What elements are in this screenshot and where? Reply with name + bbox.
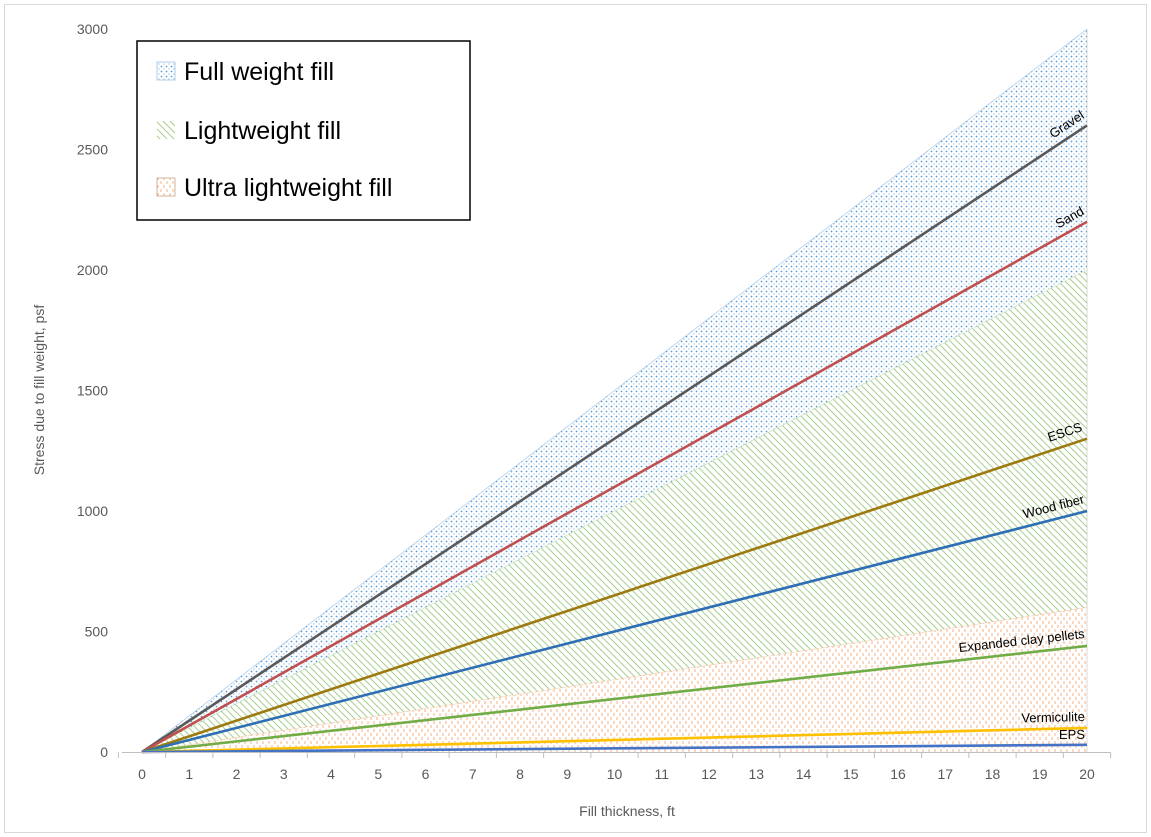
x-tick-label: 20	[1079, 766, 1095, 782]
chart-border	[4, 4, 1147, 833]
x-tick-label: 6	[422, 766, 430, 782]
x-tick-label: 3	[280, 766, 288, 782]
x-tick-label: 9	[563, 766, 571, 782]
x-tick-label: 0	[138, 766, 146, 782]
legend-label-full-weight: Full weight fill	[184, 58, 334, 86]
x-tick-label: 1	[185, 766, 193, 782]
series-line-gravel	[141, 124, 1088, 754]
series-line-expanded-clay-pellets	[141, 644, 1088, 754]
x-tick-label: 17	[937, 766, 953, 782]
x-tick-label: 10	[607, 766, 623, 782]
y-ticks: 0 500 1000 1500 2000 2500 3000	[77, 21, 108, 760]
y-axis-title: Stress due to fill weight, psf	[31, 305, 47, 476]
x-tick-label: 7	[469, 766, 477, 782]
series-line-vermiculite	[141, 726, 1088, 754]
x-tick-label: 15	[843, 766, 859, 782]
x-tick-label: 4	[327, 766, 335, 782]
x-tick-label: 5	[374, 766, 382, 782]
series-line-eps	[141, 743, 1088, 754]
x-tick-label: 19	[1032, 766, 1048, 782]
band-edge-lightweight-fill	[141, 269, 1088, 753]
band-edge-full-weight-fill	[141, 28, 1088, 753]
x-tick-label: 18	[985, 766, 1001, 782]
legend-label-ultra-lightweight: Ultra lightweight fill	[184, 174, 392, 202]
x-tick-label: 16	[890, 766, 906, 782]
band-edge-ultra-lightweight-fill	[141, 607, 1088, 753]
legend-swatch-full-weight	[156, 61, 176, 81]
series-layer	[141, 124, 1088, 754]
legend-swatch-lightweight	[157, 121, 175, 139]
y-tick-label: 1500	[77, 383, 108, 399]
x-axis-title: Fill thickness, ft	[579, 803, 675, 819]
x-tick-label: 14	[796, 766, 812, 782]
legend-swatch-ultra-lightweight	[156, 177, 176, 197]
legend: Full weight fill Lightweight fill Ultra …	[136, 40, 471, 221]
x-tick-label: 11	[654, 766, 669, 782]
series-label-vermiculite: Vermiculite	[1021, 709, 1085, 726]
y-tick-label: 3000	[77, 21, 108, 37]
y-tick-label: 500	[85, 624, 109, 640]
series-line-wood-fiber	[141, 509, 1088, 754]
y-tick-label: 0	[100, 744, 108, 760]
x-tick-label: 13	[748, 766, 764, 782]
y-tick-label: 2500	[77, 142, 108, 158]
legend-label-lightweight: Lightweight fill	[184, 117, 341, 145]
series-label-eps: EPS	[1059, 727, 1085, 742]
legend-box	[136, 40, 471, 221]
series-line-escs	[141, 437, 1088, 754]
x-ticks: 0 1 2 3 4 5 6 7 8 9 10 11 12 13 14 15 16 17 18 19 20	[117, 752, 1112, 782]
bands-layer	[141, 28, 1088, 753]
x-tick-label: 2	[233, 766, 241, 782]
series-line-sand	[141, 220, 1088, 754]
x-tick-label: 8	[516, 766, 524, 782]
y-tick-label: 2000	[77, 262, 108, 278]
y-tick-label: 1000	[77, 503, 108, 519]
x-tick-label: 12	[701, 766, 717, 782]
